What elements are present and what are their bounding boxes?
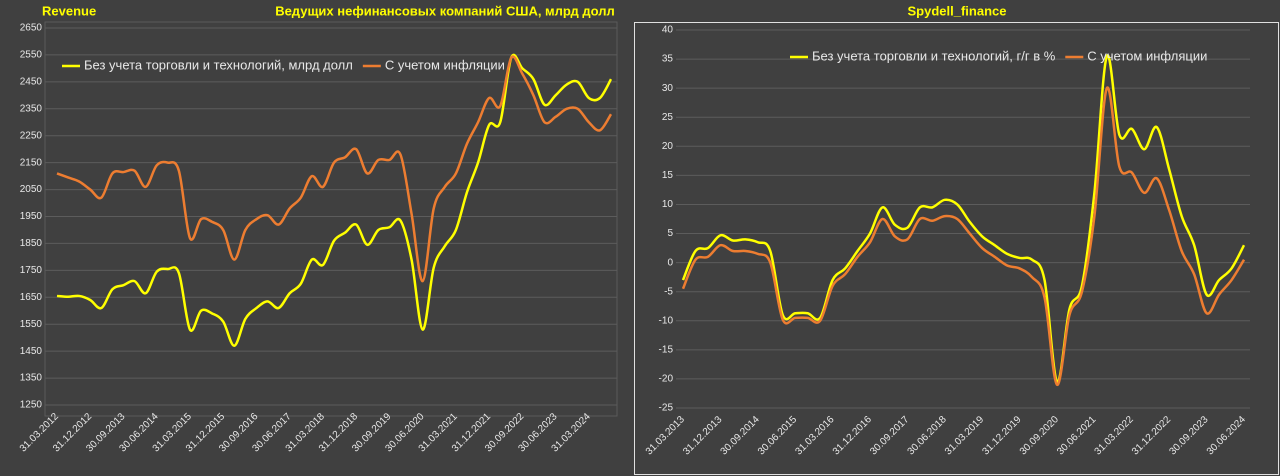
y-tick-label: 2650 — [20, 23, 43, 34]
y-tick-label: 20 — [662, 141, 674, 152]
y-tick-label: 2050 — [20, 184, 43, 195]
y-tick-label: 1850 — [20, 238, 43, 249]
y-tick-label: 1450 — [20, 346, 43, 357]
y-tick-label: 2250 — [20, 130, 43, 141]
y-tick-label: -10 — [659, 315, 674, 326]
series-line — [56, 53, 613, 347]
legend-label: С учетом инфляции — [385, 57, 505, 72]
chart-title: Ведущих нефинансовых компаний США, млрд … — [275, 3, 615, 18]
left-plot-frame — [44, 21, 618, 417]
y-tick-label: -25 — [659, 403, 674, 414]
legend-label: Без учета торговли и технологий, г/г в % — [812, 48, 1056, 63]
y-tick-label: 2450 — [20, 76, 43, 87]
y-tick-label: -20 — [659, 374, 674, 385]
y-tick-label: 15 — [662, 170, 674, 181]
y-tick-label: 2550 — [20, 50, 43, 61]
y-tick-label: 1550 — [20, 319, 43, 330]
y-tick-label: 10 — [662, 199, 674, 210]
y-tick-label: 30 — [662, 83, 674, 94]
y-tick-label: 25 — [662, 112, 674, 123]
y-tick-label: 2150 — [20, 157, 43, 168]
legend-label: Без учета торговли и технологий, млрд до… — [84, 57, 353, 72]
y-tick-label: 1250 — [20, 400, 43, 411]
y-tick-label: 0 — [667, 257, 673, 268]
y-tick-label: 1950 — [20, 211, 43, 222]
series-line — [681, 86, 1246, 386]
y-tick-label: 40 — [662, 25, 674, 36]
chart-title: Spydell_finance — [908, 3, 1007, 18]
y-tick-label: 1350 — [20, 373, 43, 384]
y-tick-label: 35 — [662, 54, 674, 65]
annotation: Revenue — [42, 3, 96, 18]
y-tick-label: -15 — [659, 344, 674, 355]
y-tick-label: 2350 — [20, 103, 43, 114]
series-line — [56, 55, 613, 283]
legend-label: С учетом инфляции — [1087, 48, 1207, 63]
right-panel-frame — [634, 22, 1279, 475]
y-tick-label: -5 — [664, 286, 673, 297]
y-tick-label: 5 — [667, 228, 673, 239]
y-tick-label: 1750 — [20, 265, 43, 276]
y-tick-label: 1650 — [20, 292, 43, 303]
